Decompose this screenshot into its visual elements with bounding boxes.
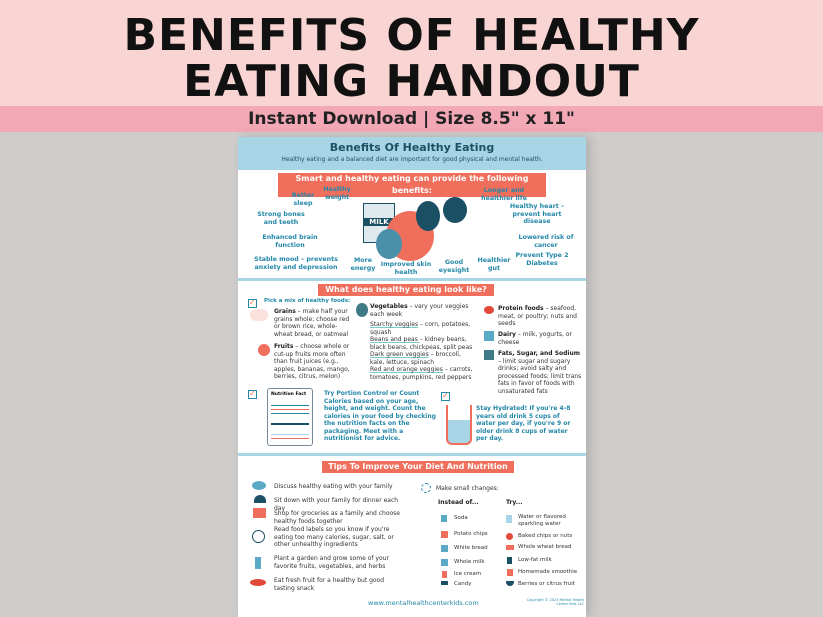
instead-item: Soda <box>454 515 468 521</box>
dinner-cloche-icon <box>254 495 266 503</box>
banner <box>0 0 823 106</box>
soda-icon <box>441 515 447 522</box>
soda-can-icon <box>484 350 494 360</box>
benefit: Healthy heart – prevent heart disease <box>509 203 565 225</box>
benefit: Enhanced brain function <box>262 234 318 249</box>
water-glass-icon <box>446 405 472 445</box>
nutrition-facts-icon: Nutrition Fact <box>267 388 313 446</box>
try-item: Low-fat milk <box>518 557 552 563</box>
try-heading: Try... <box>506 499 523 506</box>
try-item: Berries or citrus fruit <box>518 581 575 587</box>
nuts-icon <box>506 533 513 540</box>
instead-item: Whole milk <box>454 559 485 565</box>
tip: Plant a garden and grow some of your fav… <box>274 555 389 570</box>
magnifier-icon <box>252 530 265 543</box>
food-group-protein: Protein foods – seafood, meat, or poultr… <box>498 305 577 327</box>
tip: Eat fresh fruit for a healthy but good t… <box>274 577 385 592</box>
handout-intro: Healthy eating and a balanced diet are i… <box>281 156 543 163</box>
divider <box>238 278 586 281</box>
website-link[interactable]: www.mentalhealthcenterkids.com <box>368 599 479 607</box>
nutrition-fact-label: Nutrition Fact <box>271 392 307 397</box>
pick-mix-label: Pick a mix of healthy foods: <box>264 298 351 304</box>
instead-item: Candy <box>454 581 472 587</box>
instead-item: Ice cream <box>454 571 482 577</box>
food-group-dairy: Dairy – milk, yogurts, or cheese <box>498 331 572 346</box>
divider <box>238 453 586 456</box>
speech-bubbles-icon <box>252 481 266 490</box>
plant-icon <box>255 557 261 569</box>
benefit: Prevent Type 2 Diabetes <box>515 252 569 267</box>
instead-item: Potato chips <box>454 531 488 537</box>
broccoli-icon <box>443 197 467 223</box>
food-group-fats: Fats, Sugar, and Sodium – limit sugar an… <box>498 350 582 395</box>
banner-title-line2: EATING HANDOUT <box>183 56 640 107</box>
benefit: Good eyesight <box>438 259 470 274</box>
banner-title-line1: BENEFITS OF HEALTHY <box>123 10 700 61</box>
tip: Read food labels so you know if you're e… <box>274 526 394 548</box>
cycle-icon <box>421 483 431 493</box>
small-changes-label: Make small changes: <box>436 485 499 492</box>
instead-item: White bread <box>454 545 488 551</box>
try-item: Water or flavored sparkling water <box>518 514 566 527</box>
apple-icon <box>258 344 270 356</box>
benefit: Healthy weight <box>323 186 351 201</box>
bread-icon <box>441 545 448 552</box>
benefit: More energy <box>350 257 376 272</box>
milk-label: MILK <box>364 218 394 226</box>
benefit: Improved skin health <box>380 261 432 276</box>
water-icon <box>506 515 512 523</box>
plum-icon <box>376 229 402 259</box>
tips-heading: Tips To Improve Your Diet And Nutrition <box>322 461 514 473</box>
try-item: Baked chips or nuts <box>518 533 573 539</box>
food-group-fruits: Fruits – choose whole or cut-up fruits m… <box>274 343 350 380</box>
chips-icon <box>441 531 448 538</box>
copyright: Copyright © 2023 Mental Health Center Ki… <box>526 598 584 606</box>
handout-header: Benefits Of Healthy Eating Healthy eatin… <box>238 137 586 170</box>
benefit: Healthier gut <box>477 257 511 272</box>
instead-heading: Instead of... <box>438 499 479 506</box>
wheat-bread-icon <box>506 545 514 550</box>
hydration-text: Stay Hydrated! If you're 4-8 years old d… <box>476 405 571 442</box>
tree-icon <box>356 303 368 317</box>
milk-icon <box>441 559 448 566</box>
tip: Sit down with your family for dinner eac… <box>274 497 399 512</box>
tip: Discuss healthy eating with your family <box>274 483 393 490</box>
benefit: Longer and healthier life <box>481 187 527 202</box>
benefit: Strong bones and teeth <box>257 211 305 226</box>
benefit: Better sleep <box>291 192 315 207</box>
dairy-icon <box>484 331 494 341</box>
portion-control-text: Try Portion Control or Count Calories ba… <box>324 390 436 442</box>
ice-cream-icon <box>442 571 447 578</box>
checkbox-icon: ✓ <box>441 391 450 401</box>
benefit: Lowered risk of cancer <box>518 234 574 249</box>
benefits-heading: Smart and healthy eating can provide the… <box>278 173 546 197</box>
shopping-bag-icon <box>253 508 266 518</box>
citrus-icon <box>506 581 514 586</box>
low-fat-milk-icon <box>507 557 512 564</box>
banner-subtitle: Instant Download | Size 8.5" x 11" <box>0 106 823 132</box>
benefit: Stable mood – prevents anxiety and depre… <box>254 256 338 271</box>
banana-icon <box>250 579 266 586</box>
grain-icon <box>250 309 268 321</box>
checkbox-icon: ✓ <box>248 389 257 399</box>
food-group-vegetables: Vegetables – vary your veggies each week <box>370 303 469 318</box>
handout: Benefits Of Healthy Eating Healthy eatin… <box>238 137 586 617</box>
candy-icon <box>441 581 448 585</box>
veggie-types: Starchy veggies – corn, potatoes, squash… <box>370 321 473 381</box>
try-item: Whole wheat bread <box>518 544 572 550</box>
food-group-grains: Grains – make half your grains whole; ch… <box>274 308 350 338</box>
eggplant-icon <box>416 201 440 231</box>
tip: Shop for groceries as a family and choos… <box>274 510 400 525</box>
look-heading: What does healthy eating look like? <box>318 284 494 296</box>
try-item: Homemade smoothie <box>518 569 578 575</box>
handout-title: Benefits Of Healthy Eating <box>329 141 495 154</box>
checkbox-icon: ✓ <box>248 298 257 308</box>
smoothie-icon <box>507 569 513 576</box>
meat-icon <box>484 306 494 314</box>
